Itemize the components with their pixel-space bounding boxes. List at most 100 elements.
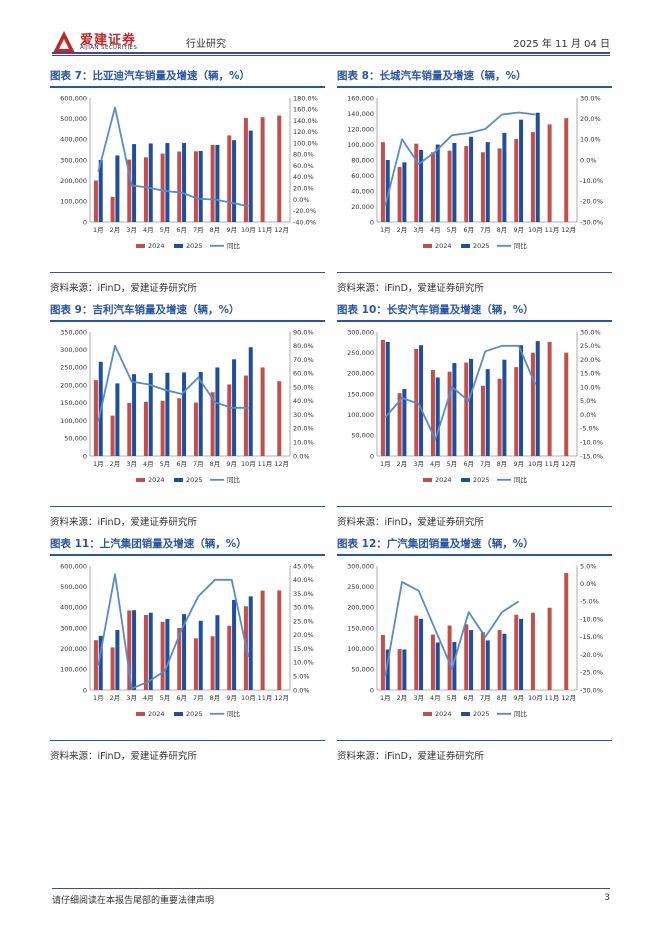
legend-swatch-2025 bbox=[461, 712, 470, 716]
y-left-tick-label: 200,000 bbox=[347, 370, 374, 378]
y-left-tick-label: 250,000 bbox=[347, 349, 374, 357]
legend-label-2025: 2025 bbox=[186, 242, 203, 250]
y-left-tick-label: 80,000 bbox=[351, 156, 374, 164]
bar-2025 bbox=[115, 383, 120, 456]
bar-2025 bbox=[182, 614, 187, 690]
x-tick-label: 2月 bbox=[397, 226, 408, 234]
x-tick-label: 10月 bbox=[241, 694, 256, 702]
bar-2025 bbox=[98, 635, 103, 690]
bar-2024 bbox=[160, 400, 165, 456]
chart-panel-great-wall: 图表 8：长城汽车销量及增速（辆，%） 0 20,000 40,000 60,000 8… bbox=[337, 68, 612, 294]
y-right-tick-label: 20.0% bbox=[293, 631, 314, 639]
legend-swatch-2024 bbox=[423, 478, 432, 482]
yoy-line bbox=[97, 573, 250, 690]
bar-2025 bbox=[385, 341, 390, 456]
chart-title: 图表 10：长安汽车销量及增速（辆，%） bbox=[337, 304, 534, 316]
x-tick-label: 7月 bbox=[480, 460, 491, 468]
source-rule bbox=[337, 506, 612, 507]
bar-2025 bbox=[469, 136, 474, 222]
bar-2024 bbox=[177, 628, 182, 690]
bar-2024 bbox=[260, 590, 265, 690]
y-left-tick-label: 50,000 bbox=[351, 432, 374, 440]
y-right-tick-label: 20.0% bbox=[580, 115, 601, 123]
page-header: 爱建证券 AIJIAN SECURITIES 行业研究 2025 年 11 月 … bbox=[0, 0, 662, 56]
bar-2024 bbox=[277, 590, 282, 690]
page-number: 3 bbox=[604, 893, 610, 903]
bar-2024 bbox=[530, 132, 535, 222]
chart-area: 0 100,000 200,000 300,000 400,000 500,000 600,… bbox=[50, 558, 325, 738]
x-tick-label: 11月 bbox=[545, 226, 560, 234]
bar-2025 bbox=[535, 112, 540, 222]
y-right-tick-label: 0.0% bbox=[293, 196, 310, 204]
x-tick-label: 9月 bbox=[226, 226, 237, 234]
y-left-tick-label: 200,000 bbox=[60, 381, 87, 389]
y-left-tick-label: 150,000 bbox=[347, 624, 374, 632]
legend-swatch-2024 bbox=[423, 244, 432, 248]
chart-svg: 0 50,000 100,000 150,000 200,000 250,000 300,0… bbox=[347, 328, 603, 484]
chart-svg: 0 50,000 100,000 150,000 200,000 250,000 300,0… bbox=[60, 328, 314, 484]
bar-2024 bbox=[547, 607, 552, 690]
bar-2024 bbox=[430, 634, 435, 690]
bar-2024 bbox=[143, 401, 148, 456]
y-right-tick-label: 10.0% bbox=[580, 136, 601, 144]
y-right-tick-label: 40.0% bbox=[293, 576, 314, 584]
bar-2024 bbox=[210, 144, 215, 222]
x-tick-label: 1月 bbox=[380, 226, 391, 234]
bar-2025 bbox=[419, 618, 424, 690]
y-right-tick-label: 160.0% bbox=[293, 106, 318, 114]
bar-2025 bbox=[198, 620, 203, 690]
x-tick-label: 1月 bbox=[380, 460, 391, 468]
title-rule bbox=[50, 86, 325, 88]
chart-source: 资料来源：iFinD，爱建证券研究所 bbox=[337, 283, 484, 294]
bar-2024 bbox=[530, 612, 535, 690]
bar-2025 bbox=[165, 372, 170, 456]
y-right-tick-label: 5.0% bbox=[293, 673, 310, 681]
brand-logo-icon bbox=[53, 31, 75, 53]
y-right-tick-label: -10.0% bbox=[580, 177, 603, 185]
x-tick-label: 12月 bbox=[561, 226, 576, 234]
bar-2025 bbox=[182, 143, 187, 222]
bar-2024 bbox=[127, 610, 132, 690]
bar-2025 bbox=[215, 144, 220, 222]
legend-swatch-2025 bbox=[461, 244, 470, 248]
y-right-tick-label: -30.0% bbox=[580, 218, 603, 226]
y-right-tick-label: 80.0% bbox=[293, 151, 314, 159]
y-left-tick-label: 300,000 bbox=[60, 624, 87, 632]
legend-label-yoy: 同比 bbox=[514, 709, 528, 718]
y-right-tick-label: 5.0% bbox=[580, 397, 597, 405]
x-tick-label: 7月 bbox=[193, 694, 204, 702]
bar-2024 bbox=[414, 143, 419, 222]
legend-swatch-2025 bbox=[174, 478, 183, 482]
x-tick-label: 10月 bbox=[528, 694, 543, 702]
bar-2025 bbox=[165, 143, 170, 222]
legend-swatch-2024 bbox=[423, 712, 432, 716]
x-tick-label: 4月 bbox=[143, 460, 154, 468]
bar-2024 bbox=[564, 352, 569, 456]
x-tick-label: 3月 bbox=[413, 226, 424, 234]
chart-svg: 0 100,000 200,000 300,000 400,000 500,000 600,… bbox=[60, 94, 318, 250]
y-right-tick-label: -30.0% bbox=[580, 686, 603, 694]
legend-label-yoy: 同比 bbox=[227, 709, 241, 718]
x-tick-label: 10月 bbox=[528, 226, 543, 234]
bar-2025 bbox=[485, 369, 490, 456]
bar-2024 bbox=[464, 362, 469, 456]
bar-2025 bbox=[419, 149, 424, 222]
x-tick-label: 12月 bbox=[561, 460, 576, 468]
y-right-tick-label: 120.0% bbox=[293, 128, 318, 136]
bar-2025 bbox=[165, 618, 170, 690]
y-left-tick-label: 250,000 bbox=[60, 364, 87, 372]
bar-2024 bbox=[160, 621, 165, 690]
bar-2024 bbox=[497, 630, 502, 690]
bar-2025 bbox=[198, 150, 203, 222]
y-right-tick-label: 20.0% bbox=[293, 184, 314, 192]
source-rule bbox=[337, 740, 612, 741]
title-rule bbox=[50, 320, 325, 322]
bar-2025 bbox=[485, 640, 490, 690]
y-right-tick-label: 20.0% bbox=[293, 425, 314, 433]
x-tick-label: 6月 bbox=[176, 226, 187, 234]
bar-2024 bbox=[177, 398, 182, 456]
x-tick-label: 5月 bbox=[447, 226, 458, 234]
bar-2024 bbox=[547, 341, 552, 456]
bar-2025 bbox=[232, 140, 237, 222]
bar-2025 bbox=[435, 144, 440, 222]
